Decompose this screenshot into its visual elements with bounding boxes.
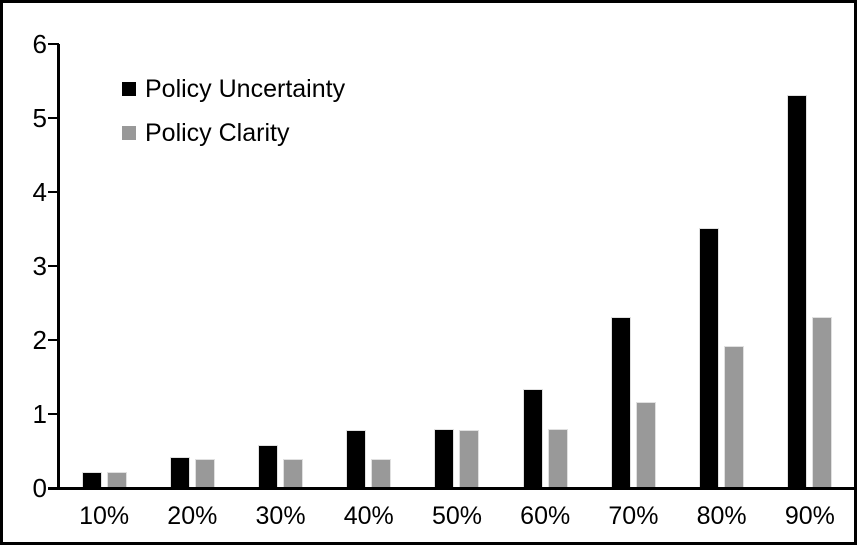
legend-item-policy-clarity: Policy Clarity <box>122 118 345 147</box>
bar-group <box>413 43 501 487</box>
y-axis-line <box>57 44 60 490</box>
bar-policy-clarity <box>459 430 480 487</box>
bar-group <box>325 43 413 487</box>
bar-policy-uncertainty <box>258 445 279 487</box>
y-tick-label: 1 <box>32 399 47 429</box>
x-tick-label: 20% <box>167 502 218 530</box>
bar-groups <box>60 43 854 487</box>
x-axis-line <box>48 487 854 490</box>
bar-group <box>766 43 854 487</box>
y-tick <box>48 413 59 415</box>
bar-policy-uncertainty <box>787 95 808 487</box>
bar-policy-uncertainty <box>81 472 102 487</box>
bar-policy-clarity <box>635 402 656 487</box>
bar-policy-uncertainty <box>434 429 455 487</box>
legend-label: Policy Clarity <box>145 118 290 147</box>
y-tick-label: 5 <box>32 103 47 133</box>
bar-policy-uncertainty <box>346 430 367 487</box>
x-tick-label: 90% <box>784 502 835 530</box>
y-tick-label: 0 <box>32 473 47 503</box>
bar-policy-clarity <box>371 459 392 487</box>
x-tick-label: 80% <box>696 502 747 530</box>
bar-policy-clarity <box>194 459 215 487</box>
y-tick-label: 3 <box>32 251 47 281</box>
black-square-swatch-icon <box>122 82 136 96</box>
bar-policy-uncertainty <box>169 457 190 487</box>
bar-group <box>589 43 677 487</box>
bar-group <box>148 43 236 487</box>
x-tick-label: 70% <box>608 502 659 530</box>
bar-policy-clarity <box>106 472 127 487</box>
y-tick <box>48 487 59 489</box>
bar-policy-uncertainty <box>610 317 631 487</box>
bar-policy-clarity <box>547 429 568 487</box>
x-tick-label: 40% <box>343 502 394 530</box>
legend-item-policy-uncertainty: Policy Uncertainty <box>122 74 346 103</box>
bar-policy-clarity <box>812 317 833 487</box>
y-tick-label: 6 <box>32 29 47 59</box>
y-tick <box>48 191 59 193</box>
y-tick <box>48 339 59 341</box>
y-tick <box>48 43 59 45</box>
bar-policy-uncertainty <box>699 228 720 487</box>
bar-group <box>501 43 589 487</box>
x-tick-label: 50% <box>431 502 482 530</box>
bar-group <box>60 43 148 487</box>
y-tick <box>48 117 59 119</box>
gray-square-swatch-icon <box>122 126 136 140</box>
bar-policy-clarity <box>724 346 745 487</box>
y-tick-label: 4 <box>32 177 47 207</box>
legend: Policy Uncertainty Policy Clarity <box>122 74 346 164</box>
bar-group <box>678 43 766 487</box>
bar-policy-clarity <box>283 459 304 487</box>
bar-policy-uncertainty <box>522 389 543 487</box>
x-tick-label: 10% <box>79 502 130 530</box>
x-axis-labels: 10% 20% 30% 40% 50% 60% 70% 80% 90% <box>60 500 854 532</box>
legend-label: Policy Uncertainty <box>145 74 346 103</box>
x-tick-label: 30% <box>255 502 306 530</box>
x-tick-label: 60% <box>520 502 571 530</box>
bar-group <box>236 43 324 487</box>
y-tick-label: 2 <box>32 325 47 355</box>
y-tick <box>48 265 59 267</box>
